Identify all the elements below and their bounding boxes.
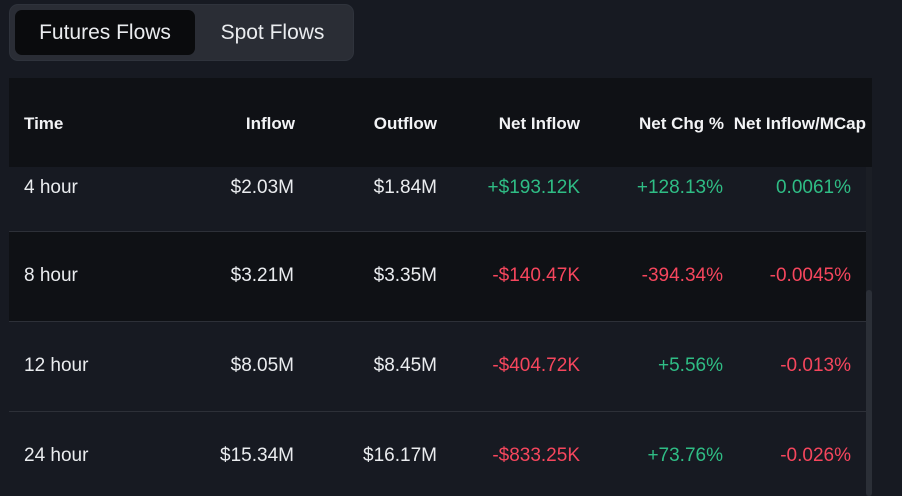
cell-net-inflow-mcap: -0.026% <box>780 445 851 466</box>
table-row: 24 hour $15.34M $16.17M -$833.25K +73.76… <box>9 412 866 496</box>
header-outflow: Outflow <box>373 114 437 133</box>
cell-net-inflow: -$140.47K <box>492 265 580 286</box>
flows-table: Time Inflow Outflow Net Inflow Net Chg %… <box>9 78 872 496</box>
cell-outflow: $3.35M <box>373 265 437 286</box>
cell-net-chg: +128.13% <box>636 177 723 198</box>
table-header: Time Inflow Outflow Net Inflow Net Chg %… <box>9 78 872 167</box>
cell-time: 8 hour <box>24 265 78 286</box>
tab-futures-flows[interactable]: Futures Flows <box>15 10 195 55</box>
cell-net-chg: +73.76% <box>647 445 723 466</box>
cell-net-inflow: -$404.72K <box>492 355 580 376</box>
table-row: 8 hour $3.21M $3.35M -$140.47K -394.34% … <box>9 232 866 322</box>
cell-time: 24 hour <box>24 445 89 466</box>
cell-net-inflow-mcap: -0.013% <box>780 355 851 376</box>
cell-time: 12 hour <box>24 355 89 376</box>
cell-net-inflow-mcap: 0.0061% <box>775 177 851 198</box>
cell-net-inflow: +$193.12K <box>487 177 580 198</box>
header-time: Time <box>24 114 64 133</box>
header-net-inflow-mcap: Net Inflow/MCap <box>733 114 866 133</box>
cell-inflow: $3.21M <box>230 265 294 286</box>
cell-outflow: $8.45M <box>373 355 437 376</box>
flow-type-tabs: Futures Flows Spot Flows <box>9 4 354 61</box>
cell-net-chg: +5.56% <box>658 355 723 376</box>
cell-time: 4 hour <box>24 177 78 198</box>
table-body: 4 hour $2.03M $1.84M +$193.12K +128.13% … <box>9 167 866 496</box>
table-row: 12 hour $8.05M $8.45M -$404.72K +5.56% -… <box>9 322 866 412</box>
cell-net-inflow-mcap: -0.0045% <box>769 265 851 286</box>
cell-outflow: $16.17M <box>363 445 437 466</box>
cell-outflow: $1.84M <box>373 177 437 198</box>
header-net-inflow: Net Inflow <box>498 114 580 133</box>
header-inflow: Inflow <box>245 114 295 133</box>
cell-inflow: $8.05M <box>230 355 294 376</box>
cell-inflow: $15.34M <box>220 445 294 466</box>
header-net-chg: Net Chg % <box>639 114 724 133</box>
table-row: 4 hour $2.03M $1.84M +$193.12K +128.13% … <box>9 167 866 232</box>
scrollbar-thumb[interactable] <box>866 290 872 496</box>
cell-net-inflow: -$833.25K <box>492 445 580 466</box>
cell-net-chg: -394.34% <box>641 265 723 286</box>
tab-spot-flows[interactable]: Spot Flows <box>220 20 325 44</box>
cell-inflow: $2.03M <box>230 177 294 198</box>
